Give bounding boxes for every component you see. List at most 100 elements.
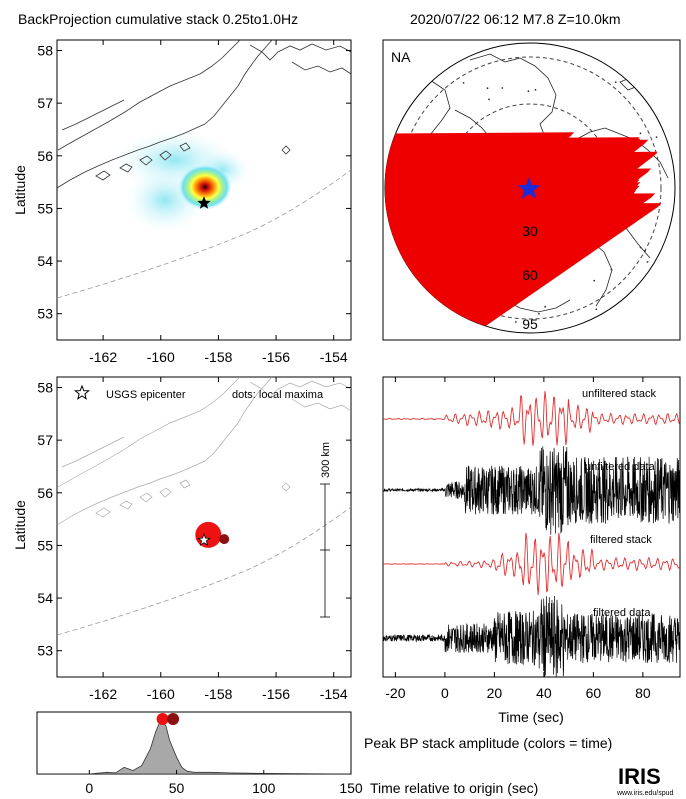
- station-triangle: [385, 203, 662, 333]
- x-tick-label-a: -162: [89, 349, 117, 365]
- coast-detail-dot: [593, 279, 596, 282]
- coast-detail-dot: [527, 90, 530, 93]
- amp-x-tick-label: 100: [252, 780, 276, 796]
- coastline-segment: [139, 492, 153, 503]
- x-tick-label-c: -158: [204, 686, 232, 702]
- coastline-segment: [61, 99, 125, 131]
- y-tick-label-a: 55: [37, 200, 53, 216]
- station-markers: [385, 132, 662, 333]
- coastline-segment: [57, 377, 241, 488]
- x-tick-label-c: -154: [320, 686, 348, 702]
- peak-amplitude-title: Peak BP stack amplitude (colors = time): [364, 735, 612, 751]
- coastline-segment: [291, 398, 351, 412]
- x-tick-label-a: -160: [147, 349, 175, 365]
- plot-title: BackProjection cumulative stack 0.25to1.…: [18, 11, 298, 27]
- scale-bar: 300 km: [320, 442, 332, 618]
- peak-amplitude-panel: 0 50 100 150 Peak BP stack amplitude (color…: [36, 711, 612, 796]
- waveform-x-tick-label: 20: [487, 685, 503, 701]
- peak-markers: [156, 713, 180, 725]
- distance-ring-95: [398, 56, 662, 320]
- coastline-segment: [249, 380, 351, 398]
- y-tick-label-a: 54: [37, 253, 53, 269]
- series-label-unfiltered-data: unfiltered data: [585, 461, 656, 473]
- coastline-c: [57, 377, 351, 636]
- world-coastline-segment: [559, 127, 669, 179]
- unfiltered-stack-trace: [383, 391, 680, 446]
- latitude-label-a: Latitude: [12, 165, 28, 215]
- coast-detail-dot: [514, 321, 517, 323]
- x-tick-label-c: -160: [147, 686, 175, 702]
- iris-logo-url: www.iris.edu/spud: [616, 790, 674, 797]
- cumulative-map-panel: -162 -160 -158 -156 -154 53 54 55 56 57 58 Latitud…: [12, 39, 352, 365]
- event-info: 2020/07/22 06:12 M7.8 Z=10.0km: [410, 11, 621, 27]
- y-tick-label-c: 54: [37, 590, 53, 606]
- latitude-label-c: Latitude: [12, 500, 28, 550]
- coast-detail-dot: [488, 98, 490, 101]
- series-label-filtered-data: filtered data: [593, 607, 651, 619]
- coastline-segment: [179, 142, 191, 152]
- trench-line: [57, 506, 351, 636]
- scale-bar-label: 300 km: [320, 442, 332, 478]
- epicenter-star-icon: [197, 196, 211, 209]
- coastline-segment: [95, 507, 111, 518]
- source-star-icon: [517, 177, 541, 199]
- local-maximum-dot: [195, 521, 222, 548]
- y-tick-label-c: 58: [37, 380, 53, 396]
- y-tick-label-a: 56: [37, 148, 53, 164]
- waveform-x-tick-label: 60: [586, 685, 602, 701]
- coast-detail-dot: [486, 87, 489, 90]
- world-coastline-segment: [469, 53, 561, 151]
- coast-detail-dot: [534, 88, 537, 91]
- coast-detail-dot: [538, 312, 540, 315]
- series-label-unfiltered-stack: unfiltered stack: [582, 388, 656, 400]
- series-label-filtered-stack: filtered stack: [590, 534, 652, 546]
- waveform-axes: -20 0 20 40 60 80: [385, 377, 651, 701]
- amp-x-tick-label: 50: [169, 780, 185, 796]
- coast-detail-dot: [462, 81, 465, 84]
- legend-star-icon: [73, 384, 91, 400]
- region-label: NA: [391, 49, 411, 65]
- cumulative-map-axes: -162 -160 -158 -156 -154 53 54 55 56 57 58: [37, 40, 351, 365]
- coast-detail-dot: [614, 81, 617, 84]
- coast-detail-dot: [595, 308, 598, 311]
- amp-x-tick-label: 150: [339, 780, 363, 796]
- coastline-segment: [57, 40, 241, 151]
- station-map-panel: NA 30 60 95: [382, 39, 681, 341]
- coastline-segment: [281, 482, 291, 492]
- x-tick-label-c: -156: [262, 686, 290, 702]
- coast-detail-dot: [610, 268, 613, 271]
- legend-maxima-label: dots: local maxima: [232, 389, 324, 401]
- station-triangle: [385, 209, 639, 333]
- coastline-segment: [249, 43, 351, 61]
- coast-detail-dot: [501, 87, 504, 89]
- local-maximum-dot: [219, 534, 230, 545]
- ring-label-30: 30: [522, 223, 538, 239]
- peak-marker: [167, 713, 180, 725]
- ring-label-95: 95: [522, 316, 538, 332]
- coastline-segment: [281, 145, 291, 155]
- x-tick-label-a: -158: [204, 349, 232, 365]
- amp-x-tick-label: 0: [85, 780, 93, 796]
- coastline-segment: [57, 123, 206, 189]
- unfiltered-data-trace: [383, 446, 680, 535]
- y-tick-label-a: 53: [37, 306, 53, 322]
- waveform-x-tick-label: -20: [385, 685, 405, 701]
- y-tick-label-a: 57: [37, 95, 53, 111]
- local-maxima-panel: USGS epicenter dots: local maxima 300 km…: [12, 376, 352, 702]
- coastline-segment: [159, 487, 172, 498]
- x-tick-label-a: -154: [320, 349, 348, 365]
- peak-marker: [156, 713, 169, 725]
- peak-amplitude-xlabel: Time relative to origin (sec): [370, 780, 538, 796]
- energy-hotspot: [178, 164, 232, 210]
- x-tick-label-a: -156: [262, 349, 290, 365]
- iris-logo-text: IRIS: [618, 764, 661, 789]
- y-tick-label-c: 55: [37, 537, 53, 553]
- coastline-segment: [61, 436, 125, 468]
- coastline-segment: [119, 500, 133, 510]
- coastline-a: [57, 40, 351, 299]
- x-tick-label-c: -162: [89, 686, 117, 702]
- iris-logo: IRIS www.iris.edu/spud: [616, 764, 674, 797]
- coast-detail-dot: [639, 246, 642, 249]
- coastline-segment: [291, 61, 351, 75]
- coast-detail-dot: [655, 136, 658, 138]
